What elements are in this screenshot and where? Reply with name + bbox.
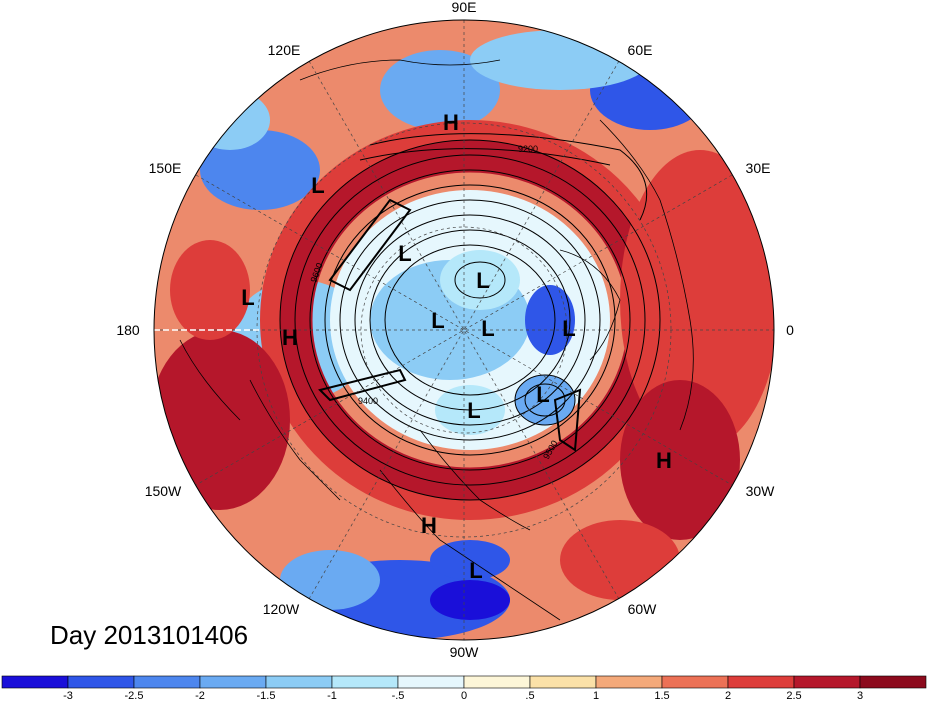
colorbar-box [67,675,135,689]
lon-label-30e: 30E [746,160,771,176]
colorbar-tick-label: -1 [327,690,337,702]
colorbar-tick-label: -3 [63,690,73,702]
pressure-centres: H L L H L L L L L L L H H L [241,110,672,583]
colorbar-box [793,675,861,689]
lon-label-120w: 120W [263,601,300,617]
colorbar-tick-label: -2.5 [125,690,144,702]
lon-label-60w: 60W [628,601,658,617]
lon-label-0: 0 [786,322,794,338]
pressure-center-low: L [536,382,549,407]
lon-label-90e: 90E [452,0,477,15]
pressure-center-low: L [398,241,411,266]
colorbar-box [265,675,333,689]
pressure-center-high: H [282,325,298,350]
pressure-center-low: L [481,316,494,341]
contour-label: 9400 [358,396,378,406]
lon-label-150e: 150E [149,160,182,176]
colorbar-box [397,675,465,689]
colorbar-box [463,675,531,689]
lon-label-90w: 90W [450,644,480,660]
pressure-center-low: L [431,308,444,333]
colorbar-tick-label: -2 [195,690,205,702]
colorbar-box [331,675,399,689]
pressure-center-high: H [443,110,459,135]
pressure-center-low: L [311,173,324,198]
pressure-center-low: L [241,285,254,310]
colorbar-tick-label: 0 [461,690,467,702]
colorbar-box [595,675,663,689]
pressure-center-low: L [469,558,482,583]
colorbar-tick-label: 1 [593,690,599,702]
colorbar-box [661,675,729,689]
lon-label-180: 180 [116,322,140,338]
colorbar: -3 -2.5 -2 -1.5 -1 -.5 0 .5 1 1.5 2 2.5 3 [1,675,927,702]
colorbar-box [1,675,69,689]
map-title: Day 2013101406 [50,620,249,650]
contour-label: 9200 [518,144,538,154]
pressure-center-low: L [476,268,489,293]
lon-label-120e: 120E [268,42,301,58]
colorbar-tick-label: 3 [857,690,863,702]
colorbar-tick-label: -.5 [392,690,405,702]
colorbar-box [133,675,201,689]
colorbar-box [859,675,927,689]
colorbar-tick-label: 2 [725,690,731,702]
height-contours [279,133,661,501]
colorbar-tick-label: 2.5 [786,690,801,702]
lon-label-30w: 30W [746,483,776,499]
colorbar-tick-label: .5 [525,690,534,702]
colorbar-tick-label: -1.5 [257,690,276,702]
colorbar-box [199,675,267,689]
pressure-center-high: H [421,513,437,538]
map-border [153,19,775,641]
longitude-labels: 90E 60E 30E 0 30W 60W 90W 120W 150W 180 … [116,0,794,660]
colorbar-box [529,675,597,689]
colorbar-box [727,675,795,689]
pressure-center-low: L [467,398,480,423]
lon-label-150w: 150W [145,483,182,499]
coastlines [179,59,694,621]
lon-label-60e: 60E [628,42,653,58]
pressure-center-high: H [656,448,672,473]
colorbar-tick-label: 1.5 [654,690,669,702]
pressure-center-low: L [562,316,575,341]
